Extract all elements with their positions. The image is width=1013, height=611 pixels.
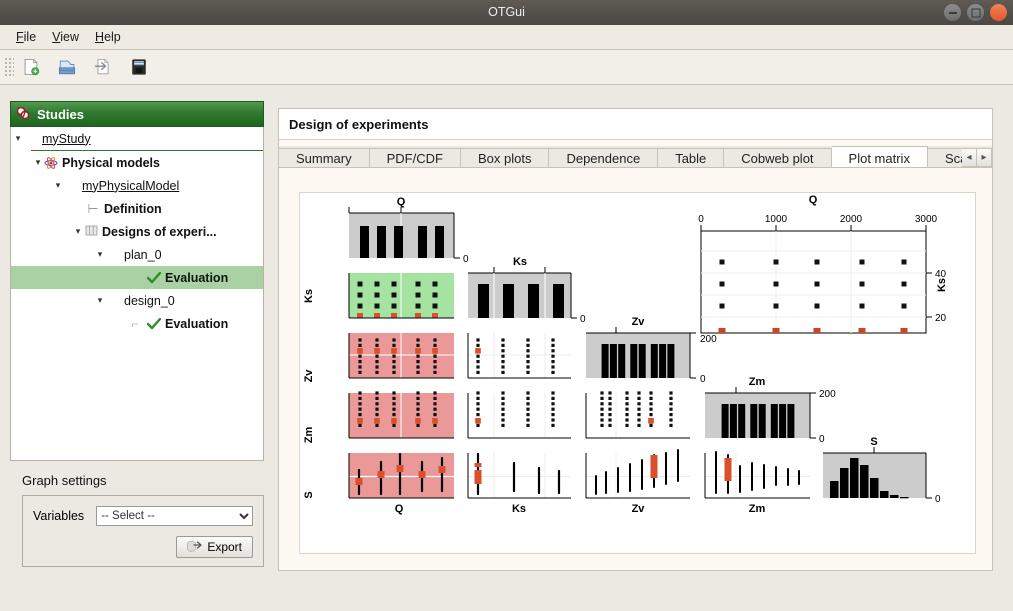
svg-text:Q: Q <box>395 503 404 515</box>
svg-text:0: 0 <box>463 254 469 265</box>
svg-text:0: 0 <box>698 214 704 225</box>
svg-text:S: S <box>870 436 877 448</box>
svg-text:200: 200 <box>819 389 836 400</box>
svg-text:0: 0 <box>580 314 586 325</box>
svg-text:Zm: Zm <box>749 503 766 515</box>
svg-text:Zv: Zv <box>632 316 646 328</box>
svg-text:40: 40 <box>935 269 947 280</box>
svg-text:200: 200 <box>700 334 717 345</box>
svg-text:Ks: Ks <box>512 503 526 515</box>
svg-text:S: S <box>303 491 315 498</box>
svg-text:Ks: Ks <box>513 256 527 268</box>
svg-text:0: 0 <box>935 494 941 505</box>
svg-text:3000: 3000 <box>915 214 938 225</box>
svg-text:Ks: Ks <box>303 289 315 303</box>
svg-text:2000: 2000 <box>840 214 863 225</box>
svg-text:0: 0 <box>819 434 825 445</box>
svg-text:Q: Q <box>397 196 406 208</box>
svg-text:Zv: Zv <box>303 369 315 383</box>
svg-text:Zm: Zm <box>749 376 766 388</box>
svg-text:20: 20 <box>935 313 947 324</box>
svg-text:Ks: Ks <box>936 278 948 292</box>
svg-text:Q: Q <box>809 194 818 206</box>
svg-text:0: 0 <box>700 374 706 385</box>
svg-text:Zv: Zv <box>632 503 646 515</box>
svg-text:1000: 1000 <box>765 214 788 225</box>
svg-text:Zm: Zm <box>303 427 315 444</box>
